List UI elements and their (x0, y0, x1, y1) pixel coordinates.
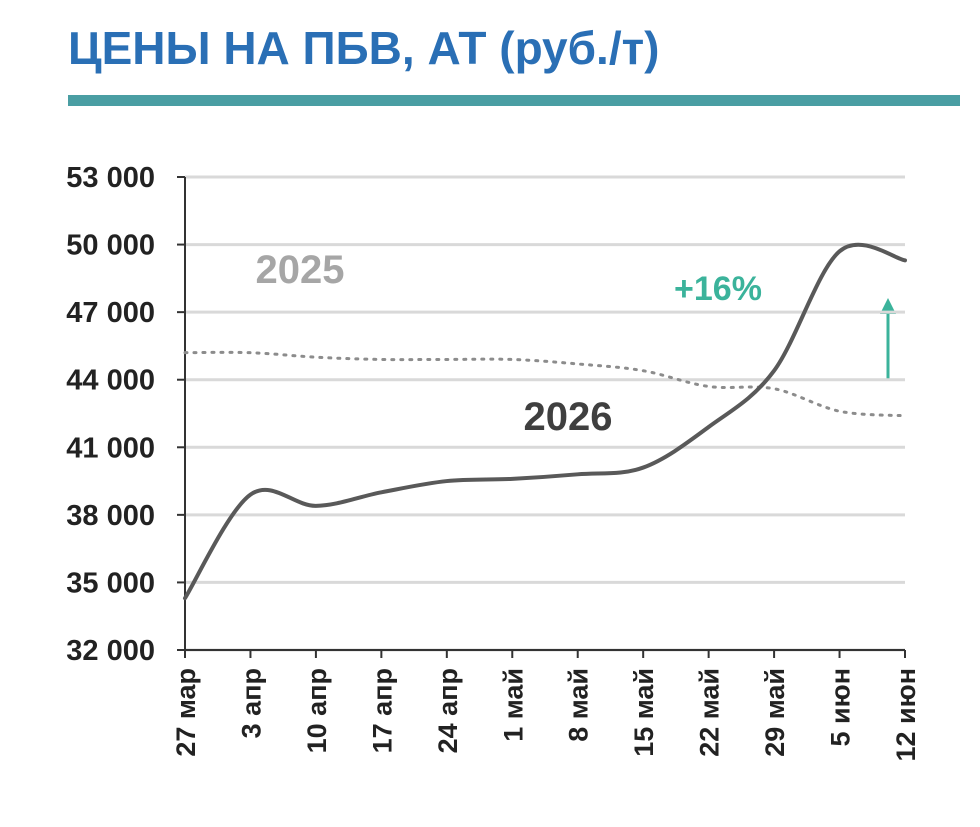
series-line (183, 242, 907, 601)
x-tick-label: 10 апр (302, 668, 332, 753)
x-tick-label: 1 май (498, 668, 528, 742)
trend-arrow (880, 298, 896, 380)
change-annotation: +16% (674, 270, 762, 308)
x-tick-label: 3 апр (236, 668, 266, 738)
arrow-head (880, 298, 896, 314)
x-tick-label: 24 апр (433, 668, 463, 753)
x-tick-label: 29 май (760, 668, 790, 757)
x-tick-label: 15 май (629, 668, 659, 757)
y-tick-label: 32 000 (66, 635, 155, 667)
y-tick-label: 35 000 (66, 567, 155, 599)
y-tick-label: 44 000 (66, 365, 155, 397)
y-tick-label: 38 000 (66, 500, 155, 532)
x-tick-label: 17 апр (367, 668, 397, 753)
y-tick-label: 53 000 (66, 162, 155, 194)
chart-title: ЦЕНЫ НА ПБВ, АТ (руб./т) (68, 22, 659, 74)
x-tick-label: 22 май (695, 668, 725, 757)
series-label: 2025 (256, 248, 345, 292)
y-tick-label: 50 000 (66, 230, 155, 262)
y-tick-label: 47 000 (66, 297, 155, 329)
x-tick-label: 27 мар (171, 668, 201, 757)
series-line (183, 350, 907, 418)
y-tick-label: 41 000 (66, 432, 155, 464)
title-rule (68, 95, 960, 106)
x-tick-label: 8 май (564, 668, 594, 742)
series-label: 2026 (524, 395, 613, 439)
x-tick-label: 12 июн (891, 668, 921, 762)
x-tick-label: 5 июн (826, 668, 856, 746)
